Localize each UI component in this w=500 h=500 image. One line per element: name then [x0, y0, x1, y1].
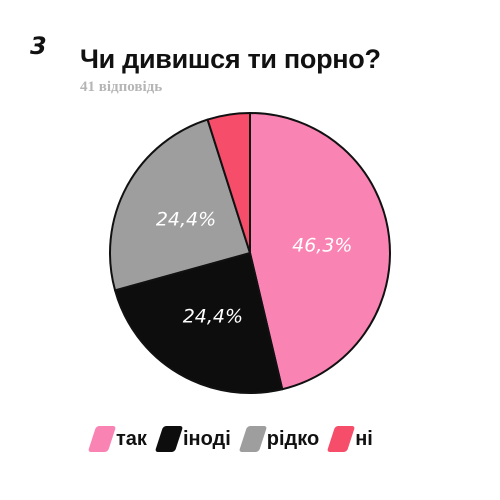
legend-swatch-inodi: [154, 426, 184, 452]
legend-item-tak: так: [87, 426, 147, 452]
pie-slice-tak: [249, 112, 391, 391]
legend-label-tak: так: [116, 428, 147, 450]
legend-label-ni: ні: [355, 428, 373, 450]
legend-swatch-ni: [326, 426, 356, 452]
legend-label-inodi: іноді: [182, 428, 231, 450]
pie-slice-ridko: [109, 118, 251, 292]
legend-swatch-tak: [87, 426, 117, 452]
pie-slice-ni: [206, 112, 251, 254]
legend: так іноді рідко ні: [87, 426, 385, 452]
legend-item-ni: ні: [326, 426, 373, 452]
legend-swatch-ridko: [238, 426, 268, 452]
legend-label-ridko: рідко: [266, 428, 320, 450]
legend-item-ridko: рідко: [238, 426, 320, 452]
pie-slice-inodi: [114, 252, 284, 394]
slice-label-tak: 46,3%: [292, 235, 352, 257]
chart-title: Чи дивишся ти порно?: [80, 44, 381, 74]
logo: 3: [30, 32, 47, 60]
legend-item-inodi: іноді: [154, 426, 231, 452]
slice-label-ridko: 24,4%: [156, 208, 216, 230]
chart-subtitle: 41 відповідь: [80, 79, 163, 95]
slice-label-inodi: 24,4%: [183, 306, 243, 328]
